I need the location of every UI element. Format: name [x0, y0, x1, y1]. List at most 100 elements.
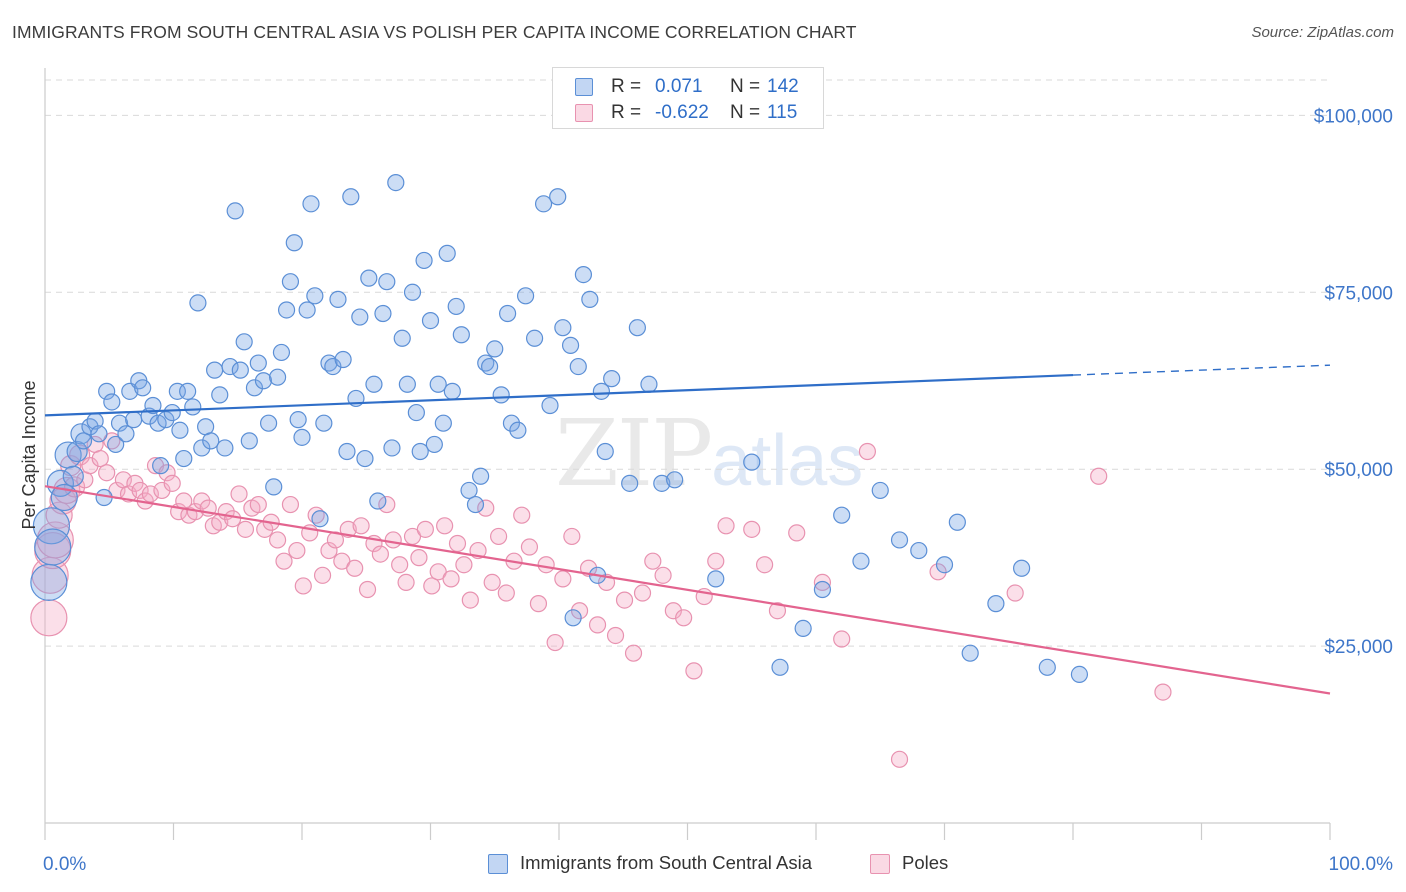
data-point: [813, 573, 832, 592]
data-point: [342, 188, 360, 206]
legend-label: Immigrants from South Central Asia: [520, 852, 812, 873]
chart-title: IMMIGRANTS FROM SOUTH CENTRAL ASIA VS PO…: [12, 22, 857, 42]
data-point: [1070, 665, 1089, 684]
data-point: [369, 492, 387, 510]
data-point: [461, 591, 479, 609]
south-central-asia-points: [30, 174, 1089, 684]
data-point: [387, 174, 405, 192]
data-point: [640, 375, 658, 393]
data-point: [320, 541, 338, 560]
data-point: [110, 414, 129, 432]
data-point: [315, 414, 333, 432]
data-point: [743, 520, 761, 538]
data-point: [397, 573, 415, 592]
data-point: [360, 269, 378, 287]
data-point: [717, 517, 735, 535]
x-tick-label: 100.0%: [1329, 854, 1394, 875]
data-point: [654, 566, 672, 584]
data-point: [425, 435, 443, 454]
data-point: [378, 273, 396, 291]
data-point: [90, 425, 108, 443]
data-point: [615, 591, 634, 609]
data-point: [221, 357, 239, 376]
data-point: [202, 432, 220, 450]
data-point: [890, 531, 909, 549]
data-point: [32, 507, 71, 545]
data-point: [235, 333, 253, 351]
data-point: [483, 573, 501, 592]
data-point: [216, 439, 234, 457]
data-point: [434, 414, 452, 432]
data-point: [66, 440, 88, 463]
data-point: [358, 580, 377, 599]
pink-swatch: [575, 104, 593, 122]
data-point: [666, 471, 684, 489]
data-point: [98, 464, 116, 482]
data-point: [588, 616, 607, 634]
data-point: [383, 439, 401, 457]
data-point: [833, 506, 851, 524]
data-point: [184, 398, 202, 416]
data-point: [707, 552, 725, 570]
series-legend: Immigrants from South Central Asia Poles: [0, 852, 1406, 878]
data-point: [391, 556, 409, 574]
data-point: [570, 602, 589, 620]
data-point: [502, 414, 521, 432]
n-label: N =: [730, 76, 761, 97]
data-point: [371, 545, 389, 563]
data-point: [497, 584, 515, 602]
data-point: [240, 432, 258, 450]
data-point: [74, 432, 93, 450]
data-point: [131, 481, 149, 500]
blue-trend-line: [44, 373, 1074, 417]
data-point: [581, 290, 599, 308]
data-point: [311, 510, 329, 528]
data-point: [685, 662, 703, 680]
data-point: [961, 644, 979, 662]
data-point: [596, 442, 614, 461]
data-point: [403, 283, 422, 301]
data-point: [486, 340, 504, 358]
data-point: [537, 556, 555, 574]
data-point: [275, 552, 293, 570]
data-point: [268, 531, 287, 549]
data-point: [193, 439, 211, 457]
x-tick-label: 0.0%: [43, 854, 86, 875]
data-point: [193, 492, 211, 510]
data-point: [91, 449, 109, 468]
data-point: [563, 527, 581, 546]
data-point: [472, 467, 490, 485]
data-point: [134, 379, 152, 397]
data-point: [633, 584, 652, 602]
pink-trend-line: [44, 485, 1331, 695]
data-point: [189, 294, 207, 312]
data-point: [443, 382, 461, 400]
y-tick-label: $50,000: [1324, 460, 1393, 481]
data-point: [447, 297, 465, 316]
data-point: [313, 566, 332, 584]
data-point: [211, 386, 229, 404]
data-point: [813, 580, 832, 599]
data-point: [231, 361, 249, 379]
data-point: [606, 626, 625, 645]
data-point: [152, 457, 170, 475]
data-point: [163, 403, 181, 422]
data-point: [520, 538, 539, 556]
data-point: [249, 495, 267, 514]
data-point: [448, 534, 467, 553]
data-point: [226, 202, 244, 220]
data-point: [393, 329, 411, 347]
data-point: [302, 195, 320, 213]
data-point: [34, 528, 72, 566]
data-point: [245, 379, 264, 397]
data-point: [436, 517, 454, 535]
n-label: N =: [730, 102, 761, 123]
data-point: [339, 520, 357, 538]
data-point: [224, 510, 242, 528]
data-point: [288, 541, 306, 560]
data-point: [574, 265, 593, 284]
data-point: [272, 343, 291, 362]
data-point: [236, 520, 255, 538]
r-value: 0.071: [655, 76, 703, 97]
data-point: [98, 382, 116, 400]
